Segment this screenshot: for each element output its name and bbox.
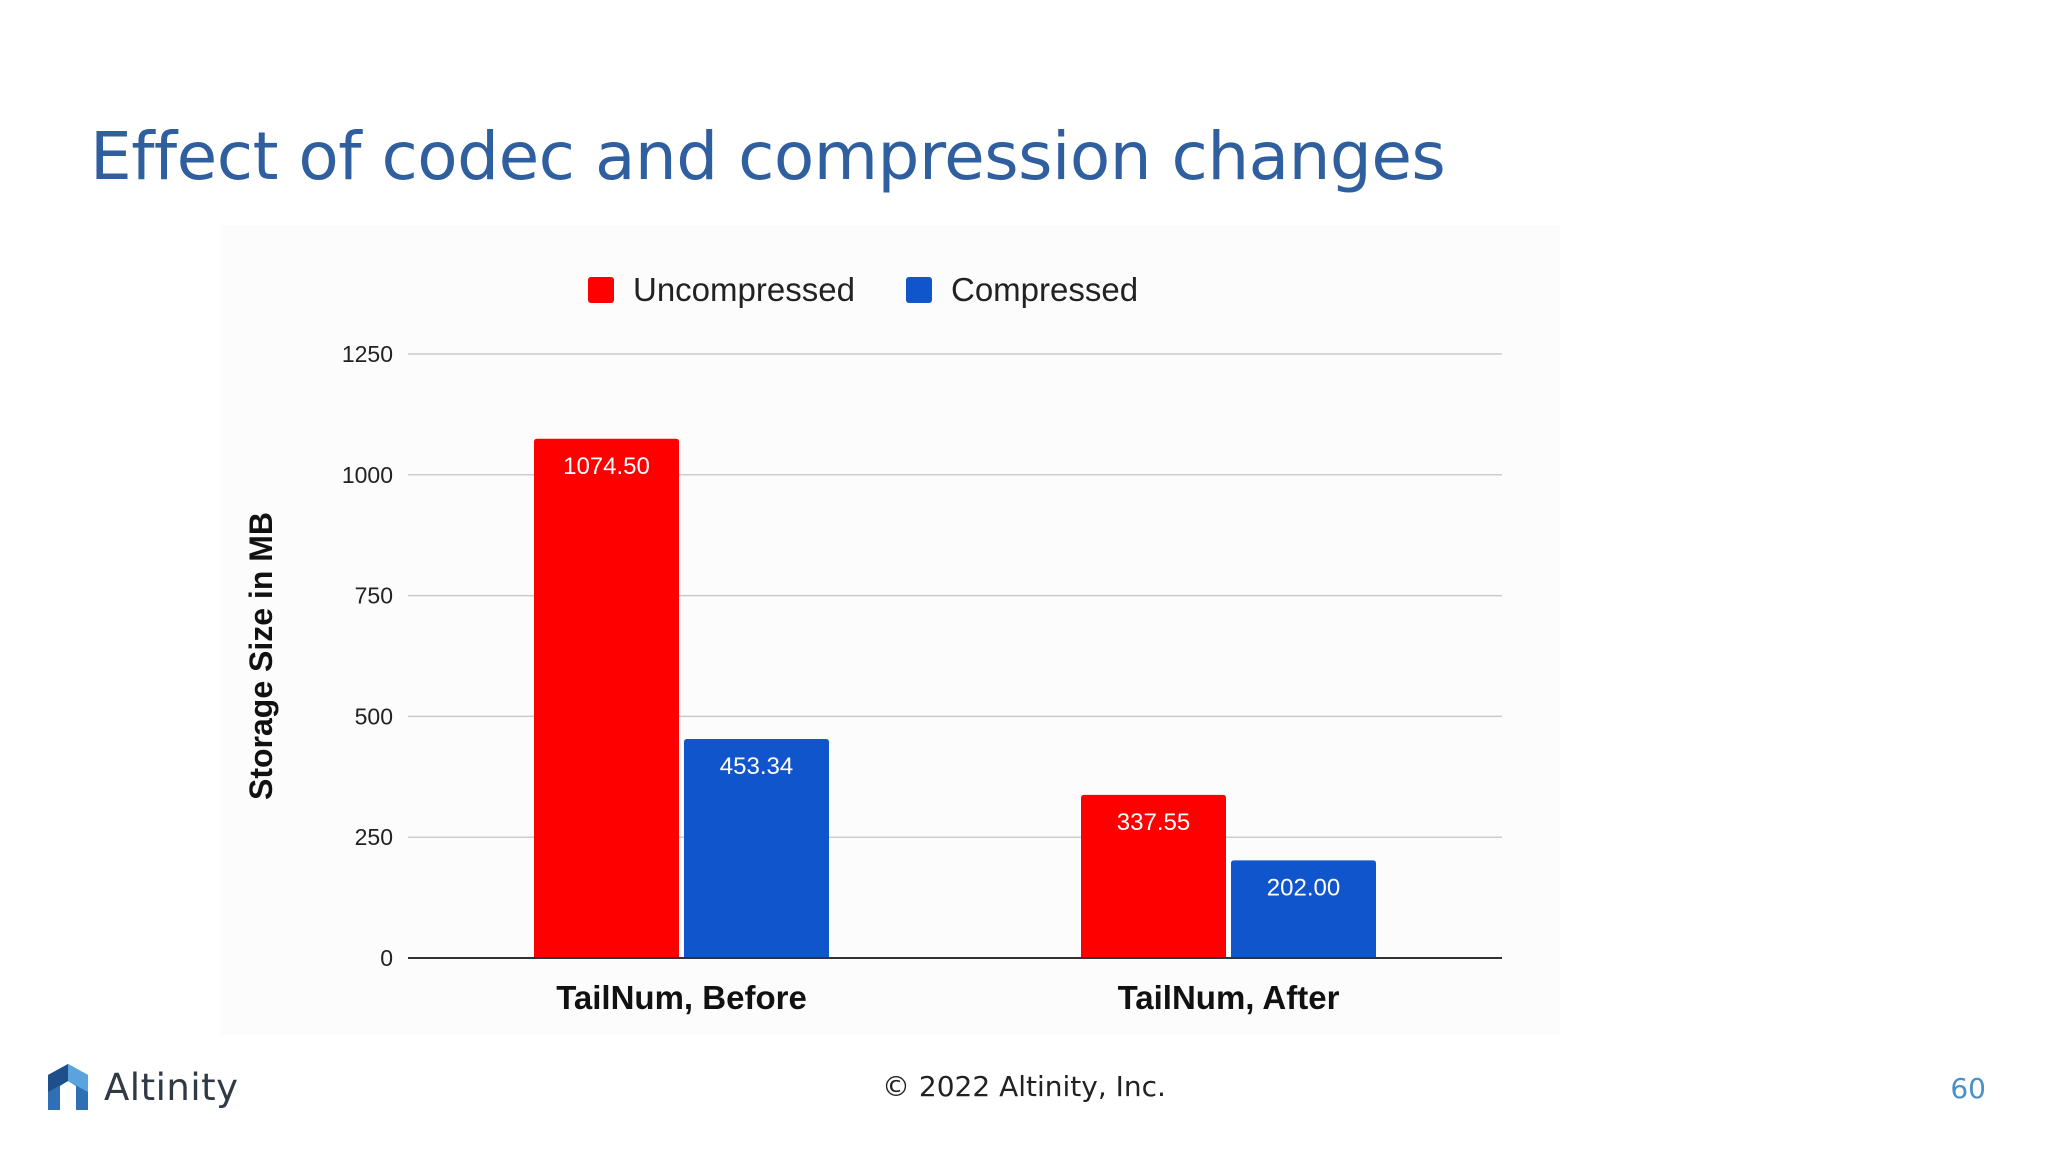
y-tick-label: 0: [380, 945, 393, 971]
data-label: 202.00: [1267, 874, 1340, 901]
page-number: 60: [1950, 1072, 1986, 1105]
y-tick-label: 500: [355, 703, 393, 729]
legend-label-uncompressed: Uncompressed: [633, 271, 855, 308]
data-label: 1074.50: [563, 453, 650, 480]
copyright: © 2022 Altinity, Inc.: [882, 1070, 1166, 1103]
footer-logo: Altinity: [46, 1062, 239, 1112]
data-label: 337.55: [1117, 809, 1190, 836]
bar-chart-svg: 0 250 500 750 1000 1250 Storage Size in MB 1074…: [243, 271, 1502, 1016]
y-tick-label: 1250: [342, 341, 393, 367]
y-axis-label: Storage Size in MB: [243, 512, 279, 800]
slide-title: Effect of codec and compression changes: [90, 118, 1446, 195]
bar-compressed-1: [1231, 860, 1376, 958]
legend-label-compressed: Compressed: [951, 271, 1138, 308]
x-category-label: TailNum, Before: [556, 979, 807, 1016]
bar-uncompressed-0: [534, 438, 679, 958]
logo-text: Altinity: [104, 1065, 239, 1109]
y-tick-label: 750: [355, 583, 393, 609]
x-category-label: TailNum, After: [1118, 979, 1340, 1016]
bar-compressed-0: [684, 738, 829, 958]
legend-swatch-uncompressed: [588, 277, 614, 303]
altinity-logo-icon: [48, 1064, 88, 1110]
y-tick-label: 250: [355, 824, 393, 850]
bar-uncompressed-1: [1081, 794, 1226, 958]
legend-swatch-compressed: [906, 277, 932, 303]
y-tick-label: 1000: [342, 462, 393, 488]
chart: 0 250 500 750 1000 1250 Storage Size in MB 1074…: [220, 225, 1560, 1035]
data-label: 453.34: [720, 753, 793, 780]
